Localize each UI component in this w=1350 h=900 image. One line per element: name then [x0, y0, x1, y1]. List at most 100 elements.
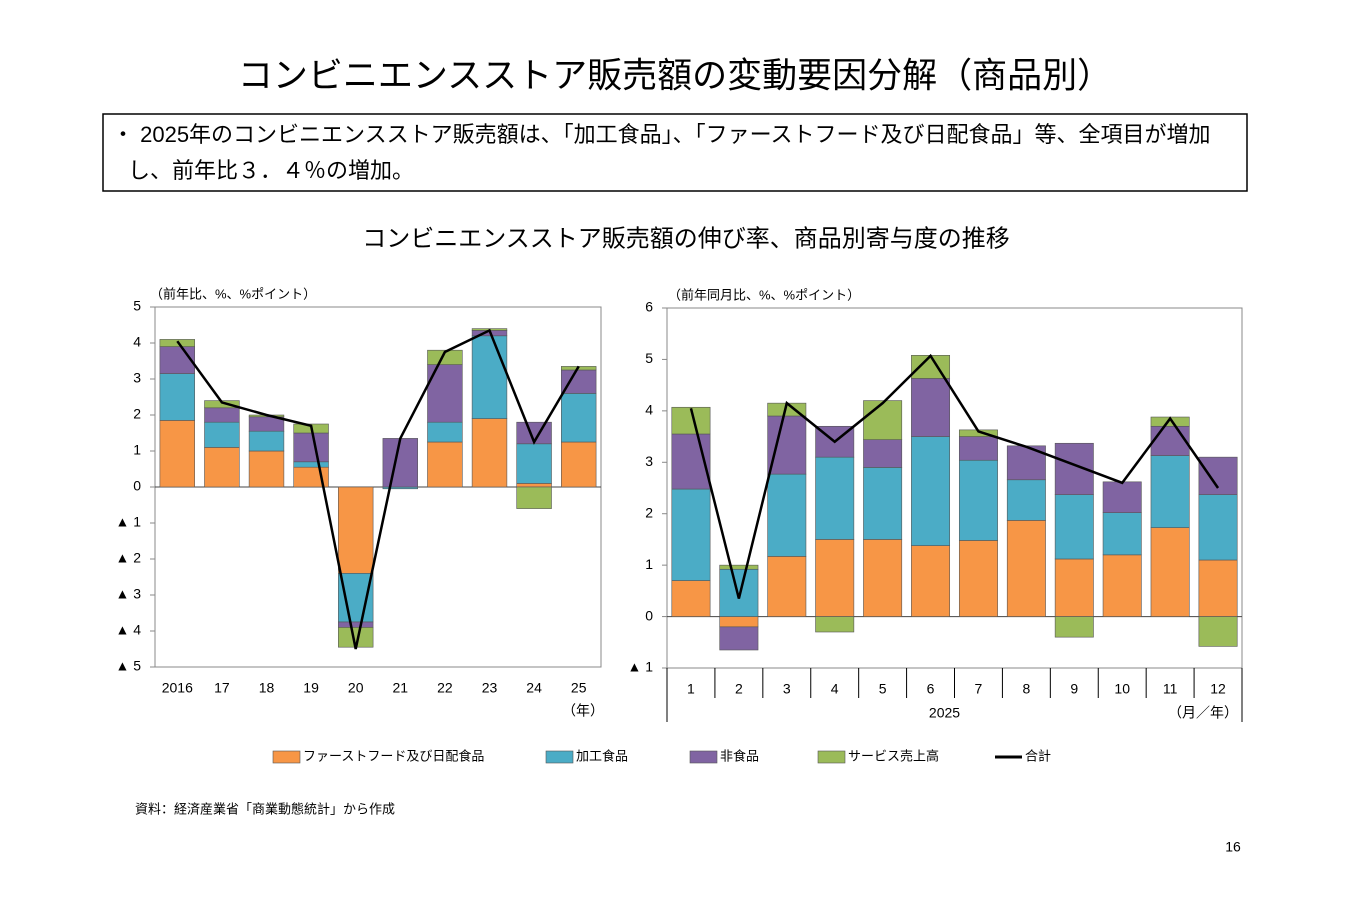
bar-segment	[911, 545, 951, 617]
x-tick-label: 23	[482, 680, 498, 696]
bar-segment	[471, 335, 508, 419]
bar-segment	[1150, 455, 1190, 528]
bar-segment	[204, 421, 240, 448]
bar-segment	[1102, 554, 1142, 617]
bar-segment	[671, 488, 711, 581]
y-tick-label: 0	[133, 478, 141, 494]
bar-segment	[1198, 616, 1238, 647]
bar-segment	[815, 539, 855, 617]
x-tick-label: 11	[1163, 681, 1178, 697]
slide-title: コンビニエンスストア販売額の変動要因分解（商品別）	[238, 56, 1112, 95]
bar-segment	[516, 443, 552, 484]
bar-segment	[719, 568, 759, 617]
bar-segment	[427, 441, 463, 488]
bar-segment	[471, 418, 508, 488]
bar-segment	[958, 540, 998, 617]
legend-swatch	[272, 750, 301, 764]
legend-label: 加工食品	[576, 748, 628, 763]
y-tick-label: 6	[645, 299, 653, 315]
bar-segment	[248, 430, 285, 452]
x-tick-label: 25	[571, 680, 587, 696]
x-unit-label: （月／年）	[1168, 705, 1238, 721]
y-tick-label: 5	[645, 350, 653, 366]
bar-segment	[204, 447, 240, 488]
y-tick-label: 4	[133, 334, 141, 350]
bar-segment	[911, 436, 951, 546]
y-axis-label: （前年同月比、%、%ポイント）	[668, 287, 860, 302]
total-line	[176, 328, 580, 650]
summary-line: ・ 2025年のコンビニエンスストア販売額は、「加工食品」、「ファーストフード及…	[112, 122, 1211, 147]
bar-segment	[671, 580, 711, 617]
x-tick-label: 18	[259, 680, 275, 696]
x-tick-label: 6	[927, 681, 935, 697]
bar-segment	[427, 349, 463, 365]
bar-segment	[159, 346, 195, 374]
y-tick-label: 5	[133, 298, 141, 314]
bar-segment	[1054, 616, 1094, 638]
y-tick-label: ▲ 1	[627, 659, 653, 675]
chart-heading: コンビニエンスストア販売額の伸び率、商品別寄与度の推移	[362, 225, 1010, 252]
bar-segment	[427, 421, 463, 443]
legend-label: ファーストフード及び日配食品	[303, 748, 484, 763]
bar-segment	[1198, 456, 1238, 495]
bar-segment	[338, 573, 374, 623]
x-tick-label: 20	[348, 680, 364, 696]
y-tick-label: 1	[133, 442, 141, 458]
bar-segment	[159, 373, 195, 421]
bar-segment	[561, 369, 597, 394]
y-tick-label: 4	[645, 402, 653, 418]
bar-segment	[1150, 527, 1190, 617]
bar-segment	[767, 473, 807, 557]
x-tick-label: 10	[1114, 681, 1130, 697]
bar-segment	[863, 400, 903, 440]
legend-swatch	[545, 750, 574, 764]
legend-swatch	[817, 750, 846, 764]
x-tick-label: 12	[1210, 681, 1226, 697]
x-tick-label: 5	[879, 681, 887, 697]
bar-segment	[293, 461, 329, 468]
legend-label: サービス売上高	[848, 748, 939, 763]
x-tick-label: 1	[687, 681, 695, 697]
y-tick-label: 2	[133, 406, 141, 422]
bar-segment	[159, 420, 195, 488]
total-line	[689, 353, 1220, 599]
bar-segment	[719, 616, 759, 628]
bar-segment	[1102, 481, 1142, 513]
bar-segment	[958, 436, 998, 461]
y-tick-label: ▲ 1	[115, 514, 141, 530]
y-tick-label: ▲ 4	[115, 622, 141, 638]
bar-segment	[204, 407, 240, 423]
source-note: 資料：経済産業省「商業動態統計」から作成	[135, 801, 395, 816]
bar-segment	[561, 393, 597, 443]
bar-segment	[1054, 494, 1094, 560]
y-tick-label: 2	[645, 504, 653, 520]
bar-segment	[767, 556, 807, 617]
bar-segment	[1006, 520, 1046, 617]
x-tick-label: 3	[783, 681, 791, 697]
y-tick-label: 3	[133, 370, 141, 386]
x-tick-label: 21	[393, 680, 409, 696]
bar-segment	[719, 564, 759, 570]
bar-segment	[863, 539, 903, 617]
x-tick-label: 19	[303, 680, 319, 696]
bar-segment	[767, 415, 807, 475]
x-tick-label: 2	[735, 681, 743, 697]
bar-segment	[382, 438, 418, 488]
bar-segment	[1150, 425, 1190, 456]
x-tick-label: 2016	[162, 680, 193, 696]
x-unit-label: （年）	[562, 703, 604, 719]
x-tick-label: 22	[437, 680, 453, 696]
bar-segment	[338, 621, 374, 628]
summary-box	[102, 113, 1248, 192]
y-tick-label: ▲ 2	[115, 550, 141, 566]
y-tick-label: 0	[645, 607, 653, 623]
bar-segment	[719, 626, 759, 651]
y-tick-label: 1	[645, 556, 653, 572]
bar-segment	[516, 483, 552, 488]
legend-label: 非食品	[720, 748, 759, 763]
bar-segment	[815, 456, 855, 540]
y-axis-label: （前年比、%、%ポイント）	[150, 286, 316, 301]
y-tick-label: ▲ 5	[115, 658, 141, 674]
